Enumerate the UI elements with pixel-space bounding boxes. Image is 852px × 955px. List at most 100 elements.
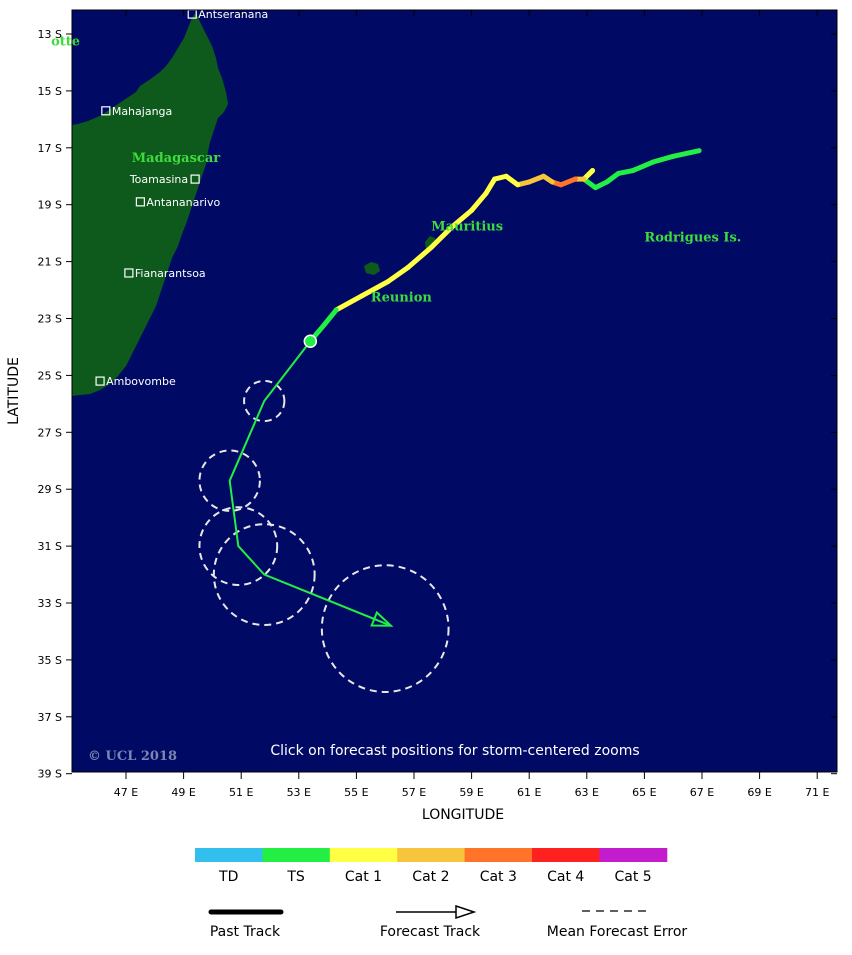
region-label: Mauritius — [431, 219, 503, 234]
scale-label: Cat 2 — [412, 869, 449, 885]
city-label: Ambovombe — [106, 375, 176, 388]
y-tick-label: 17 S — [38, 142, 62, 155]
x-tick-label: 57 E — [402, 786, 426, 799]
region-label: Madagascar — [132, 151, 220, 166]
scale-label: Cat 5 — [614, 869, 651, 885]
past-track-segment — [428, 224, 454, 250]
x-axis-ticks: 47 E 49 E 51 E 53 E 55 E 57 E 59 E 61 E 63 E 65 E… — [114, 10, 829, 799]
y-tick-label: 27 S — [38, 426, 62, 439]
scale-swatch — [532, 848, 600, 862]
city-marker-icon — [135, 197, 145, 207]
error-circle[interactable] — [320, 564, 450, 693]
scale-label: TD — [218, 869, 238, 885]
past-track-segment — [322, 307, 339, 327]
x-axis-title: LONGITUDE — [422, 807, 504, 823]
city-marker-icon — [190, 174, 200, 184]
track-legend: Past Track Forecast Track Mean Forecast … — [208, 904, 688, 940]
x-tick-label: 69 E — [747, 786, 771, 799]
forecast-track-legend-label: Forecast Track — [380, 924, 481, 940]
past-track-segment — [526, 173, 547, 185]
forecast-track[interactable] — [228, 340, 394, 627]
map-area: Antseranana Mahajanga Toamasina Antananariv… — [51, 8, 838, 773]
error-circle[interactable] — [198, 506, 279, 586]
x-tick-label: 63 E — [575, 786, 599, 799]
copyright-label: © UCL 2018 — [88, 749, 177, 764]
x-tick-label: 61 E — [517, 786, 541, 799]
x-tick-label: 71 E — [805, 786, 829, 799]
past-track-legend-label: Past Track — [210, 924, 281, 940]
past-track-segment — [448, 207, 475, 230]
scale-swatch — [195, 848, 263, 862]
x-tick-label: 51 E — [229, 786, 253, 799]
region-label: Reunion — [371, 290, 433, 305]
past-track-segment — [630, 159, 656, 174]
city-marker-icon — [124, 268, 134, 278]
past-track-segment — [385, 264, 411, 285]
y-tick-label: 25 S — [38, 369, 62, 382]
y-axis-title: LATITUDE — [6, 357, 22, 425]
past-track-segment — [333, 293, 365, 313]
past-track-segment — [670, 148, 702, 159]
y-axis-ticks: 13 S 15 S 17 S 19 S 21 S 23 S 25 S 27 S 29 S 31 S… — [38, 28, 837, 781]
past-track-segment — [483, 176, 498, 196]
y-tick-label: 15 S — [38, 85, 62, 98]
forecast-track-line[interactable] — [228, 340, 392, 627]
forecast-arrow-head[interactable] — [370, 610, 394, 627]
map-border — [71, 9, 838, 773]
x-tick-label: 49 E — [171, 786, 195, 799]
x-tick-label: 53 E — [287, 786, 311, 799]
x-tick-label: 55 E — [344, 786, 368, 799]
city-markers: Antseranana Mahajanga Toamasina Antananariv… — [95, 8, 268, 388]
past-track-segment — [359, 279, 391, 299]
scale-label: TS — [286, 869, 305, 885]
city-label: Fianarantsoa — [135, 267, 206, 280]
mean-error-legend-label: Mean Forecast Error — [547, 924, 688, 940]
region-labels: Madagascar Mauritius Reunion Rodrigues Is. o… — [51, 34, 741, 305]
past-track-segment — [650, 153, 676, 165]
scale-swatch — [397, 848, 466, 862]
scale-swatch — [599, 848, 668, 862]
mean-forecast-error-circles — [198, 379, 450, 693]
y-tick-label: 37 S — [38, 711, 62, 724]
scale-label: Cat 4 — [547, 869, 584, 885]
scale-swatch — [464, 848, 533, 862]
x-tick-label: 47 E — [114, 786, 138, 799]
y-tick-label: 31 S — [38, 540, 62, 553]
city-label: Toamasina — [129, 173, 188, 186]
city-marker-icon — [95, 376, 105, 386]
reunion-island — [364, 262, 380, 275]
y-tick-label: 13 S — [38, 28, 62, 41]
zoom-notice: Click on forecast positions for storm-ce… — [270, 743, 639, 759]
current-storm-position[interactable] — [303, 334, 318, 349]
madagascar-landmass — [72, 12, 228, 396]
city-label: Antseranana — [198, 8, 268, 21]
y-tick-label: 21 S — [38, 256, 62, 269]
intensity-scale-legend: TD TS Cat 1 Cat 2 Cat 3 Cat 4 Cat 5 — [195, 848, 668, 885]
y-tick-label: 29 S — [38, 483, 62, 496]
region-label: Rodrigues Is. — [644, 231, 741, 246]
x-tick-label: 65 E — [632, 786, 656, 799]
scale-label: Cat 3 — [480, 869, 517, 885]
scale-swatch — [262, 848, 331, 862]
error-circle[interactable] — [198, 449, 261, 512]
x-tick-label: 59 E — [459, 786, 483, 799]
city-label: Antananarivo — [146, 196, 220, 209]
forecast-arrow-icon — [455, 904, 477, 920]
y-tick-label: 39 S — [38, 768, 62, 781]
y-tick-label: 35 S — [38, 654, 62, 667]
past-track-segment — [558, 176, 578, 188]
scale-swatch — [329, 848, 398, 862]
y-tick-label: 19 S — [38, 199, 62, 212]
y-tick-label: 33 S — [38, 597, 62, 610]
y-tick-label: 23 S — [38, 313, 62, 326]
scale-label: Cat 1 — [345, 869, 382, 885]
error-circle[interactable] — [243, 379, 286, 423]
city-marker-icon — [101, 106, 111, 116]
city-label: Mahajanga — [112, 105, 172, 118]
past-track-segment — [469, 190, 489, 213]
error-circle[interactable] — [212, 523, 316, 626]
region-label: otte — [51, 34, 80, 49]
x-tick-label: 67 E — [690, 786, 714, 799]
past-track-segment — [405, 244, 434, 270]
